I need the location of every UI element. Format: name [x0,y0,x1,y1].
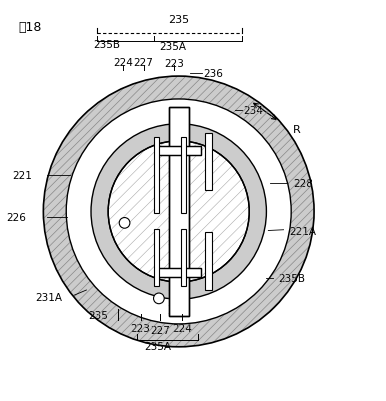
Circle shape [66,100,291,324]
Circle shape [43,77,314,347]
Bar [205,134,212,191]
Text: 図18: 図18 [19,21,42,34]
Text: 234: 234 [244,106,263,116]
Bar [154,138,159,214]
Text: 228: 228 [293,178,313,188]
Bar [181,229,186,286]
Text: 223: 223 [164,59,184,69]
Text: 223: 223 [130,323,151,333]
Bar [154,229,159,286]
Text: 227: 227 [151,325,170,335]
Text: 235B: 235B [93,40,120,50]
Text: 226: 226 [6,213,26,223]
Bar [157,147,201,156]
Text: 235: 235 [88,310,108,320]
Circle shape [91,124,266,300]
Text: 224: 224 [172,324,192,334]
Text: 221A: 221A [289,226,316,236]
Text: 235A: 235A [159,41,186,51]
Text: 224: 224 [113,58,133,68]
Circle shape [154,293,164,304]
Text: 227: 227 [134,58,154,68]
Bar [157,269,201,277]
Bar [181,138,186,214]
Text: 236: 236 [203,69,223,79]
Bar [169,107,189,316]
Text: 235B: 235B [278,273,305,284]
Text: R: R [293,125,301,135]
Text: 235A: 235A [144,341,171,351]
Text: 235: 235 [168,15,189,25]
Circle shape [108,142,249,282]
Text: 231A: 231A [36,292,63,302]
Bar [157,269,201,277]
Bar [157,147,201,156]
Circle shape [119,218,130,229]
Text: 221: 221 [12,171,32,181]
Bar [169,107,189,316]
Bar [205,233,212,290]
